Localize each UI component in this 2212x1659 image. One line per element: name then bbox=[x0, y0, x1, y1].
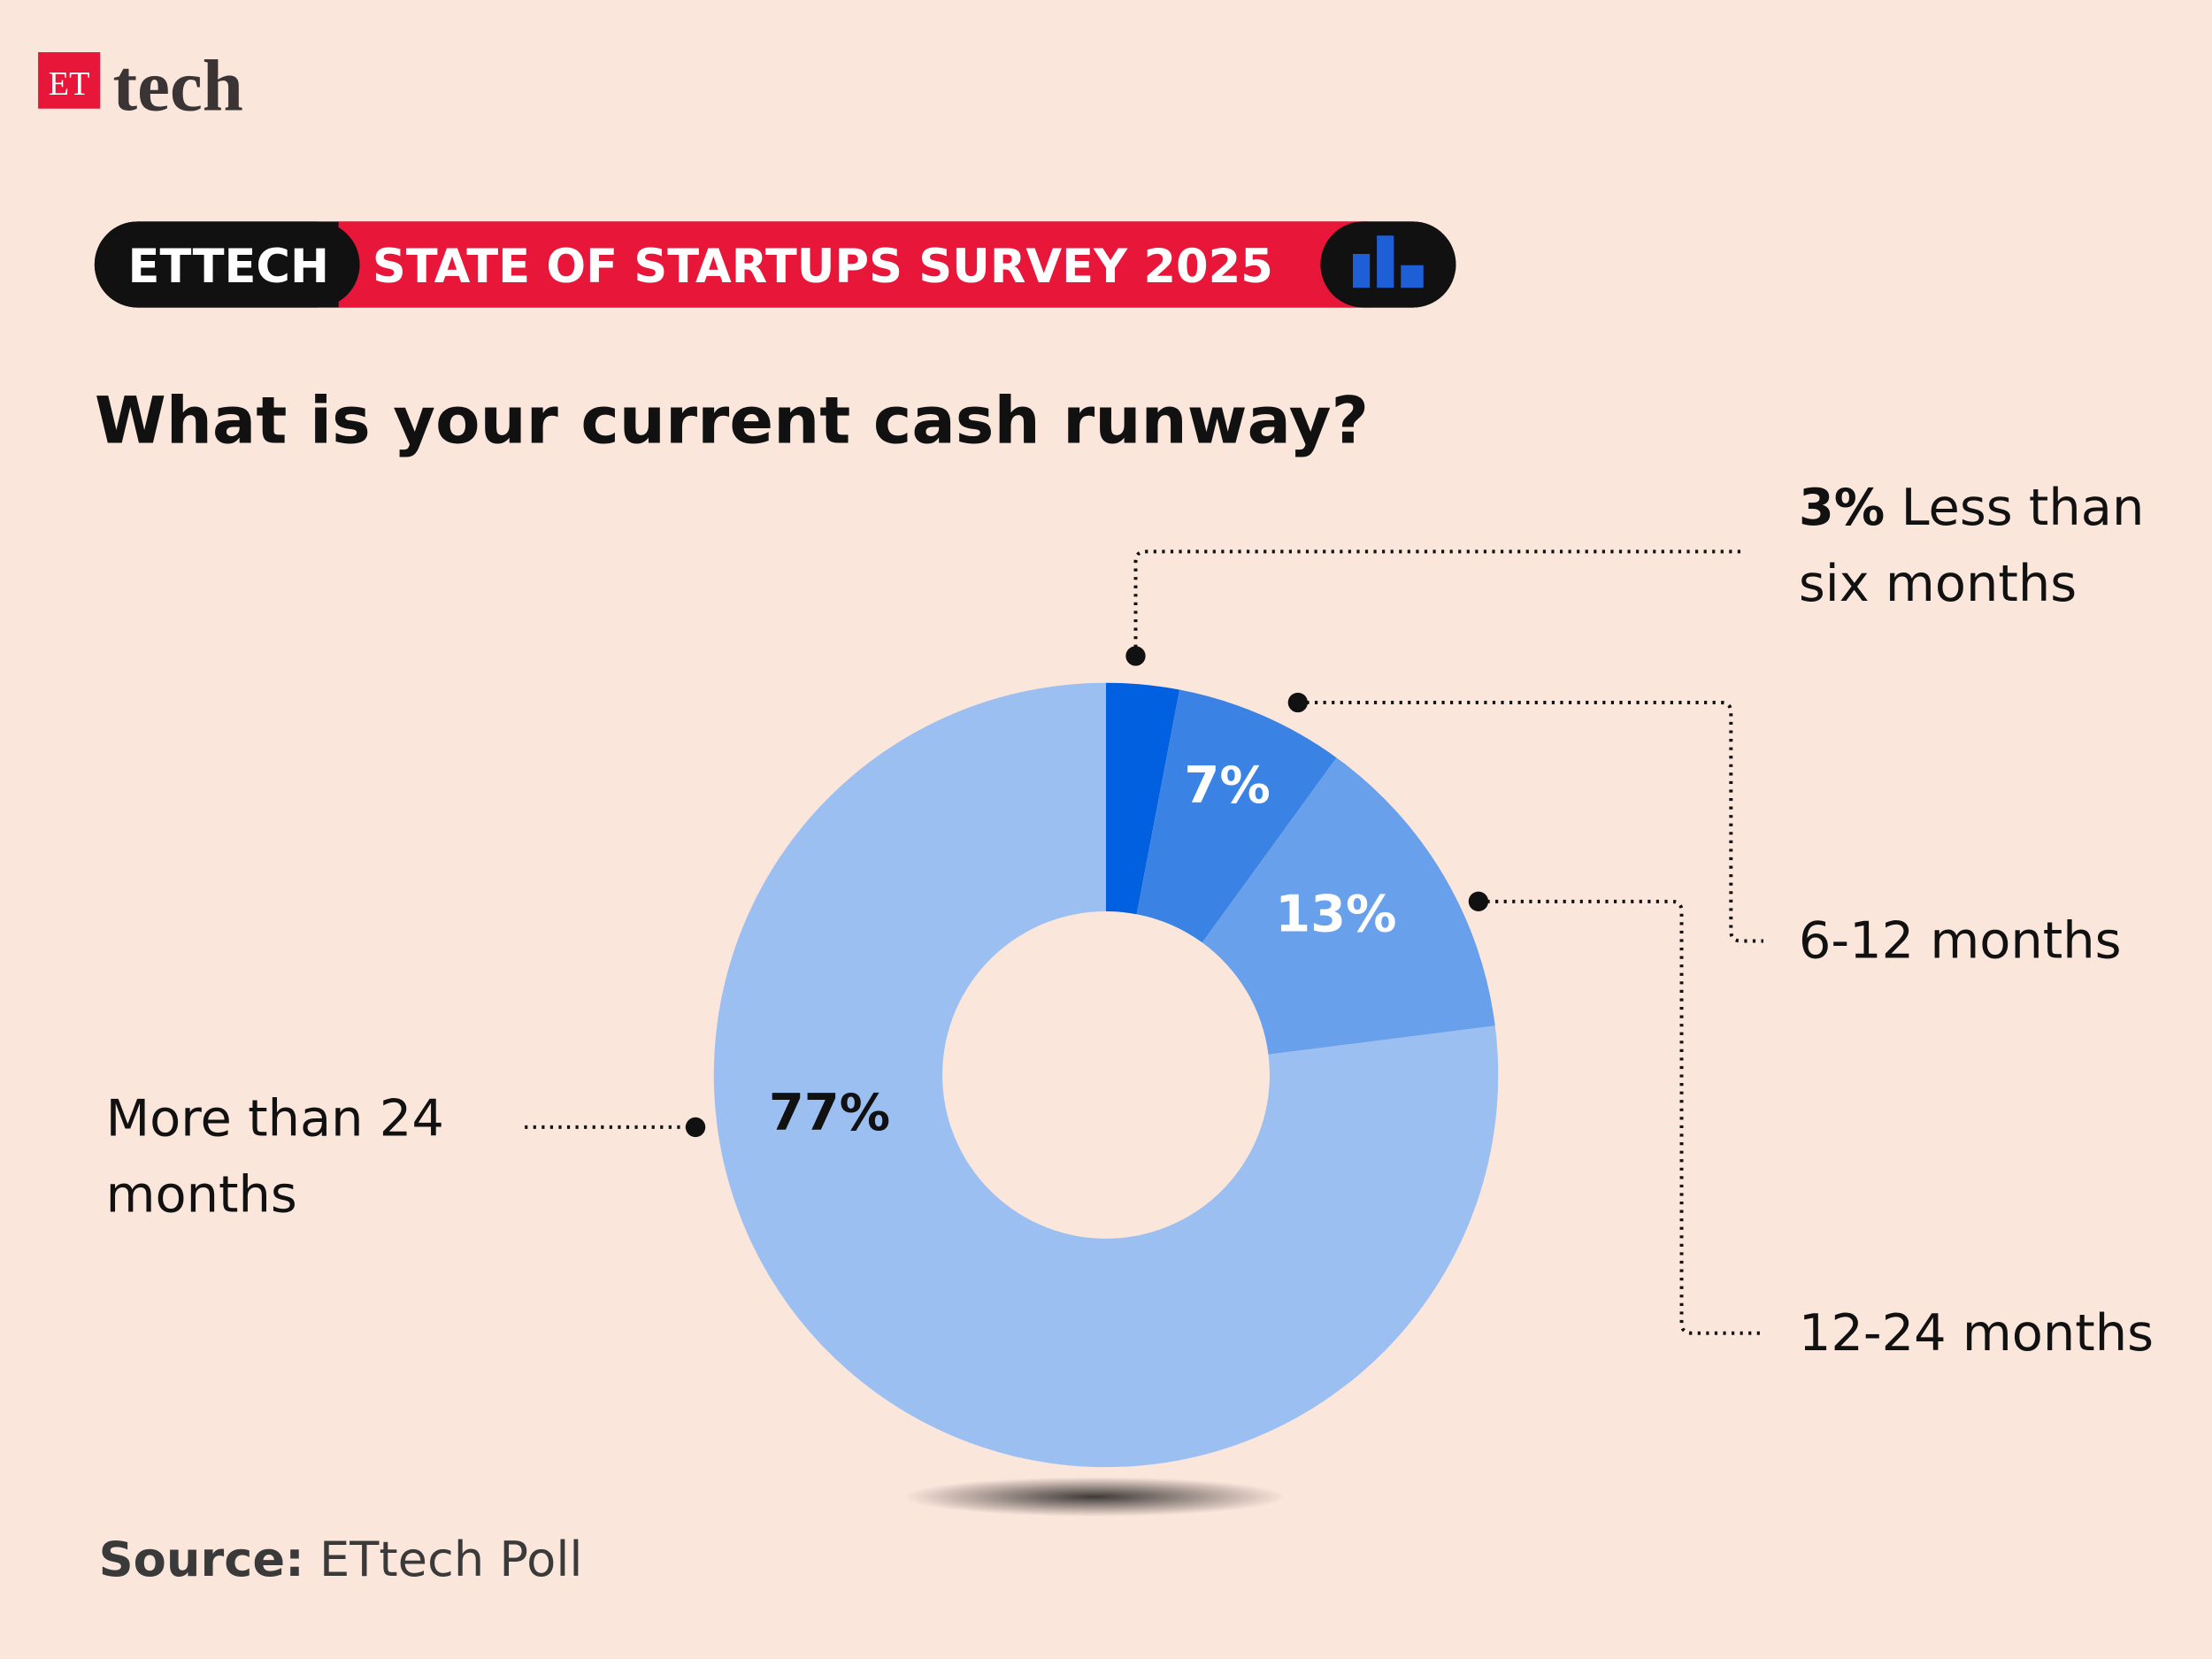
leader-line bbox=[1297, 701, 1764, 943]
category-label: More than 24 months bbox=[105, 1090, 444, 1225]
value-label: 7% bbox=[1184, 756, 1270, 815]
leader-dot bbox=[1287, 692, 1309, 713]
slice bbox=[1106, 682, 1180, 915]
slice bbox=[1202, 757, 1495, 1055]
brand-et: ET bbox=[49, 65, 90, 103]
legend-label: 3% Less than six months bbox=[1799, 472, 2179, 624]
leader-dot bbox=[1125, 646, 1146, 666]
leader-dot bbox=[685, 1117, 706, 1138]
chart-title: What is your current cash runway? bbox=[95, 384, 1369, 459]
value-label: 77% bbox=[769, 1083, 890, 1142]
category-label: Less than six months bbox=[1798, 480, 2145, 614]
category-label: 6-12 months bbox=[1798, 912, 2122, 971]
value-label: 13% bbox=[1275, 884, 1396, 943]
leader-dots bbox=[685, 646, 1489, 1138]
value-label: 3% bbox=[1798, 480, 1886, 538]
leader-line bbox=[1478, 899, 1764, 1335]
banner-left-pill bbox=[94, 221, 360, 308]
source: Source: ETtech Poll bbox=[99, 1532, 583, 1589]
slice bbox=[713, 682, 1499, 1468]
donut: 7% 13% 77% bbox=[713, 682, 1499, 1468]
leader-line bbox=[1133, 549, 1744, 657]
banner-red bbox=[338, 221, 1369, 308]
banner-right: STATE OF STARTUPS SURVEY 2025 bbox=[373, 240, 1273, 294]
category-label: 12-24 months bbox=[1798, 1304, 2154, 1363]
source-text: ETtech Poll bbox=[319, 1532, 583, 1589]
banner-left: ETTECH bbox=[128, 240, 330, 294]
source-label: Source: bbox=[98, 1532, 304, 1589]
brand-tech: tech bbox=[113, 44, 243, 126]
leaders bbox=[525, 549, 1764, 1335]
icon-bar bbox=[1401, 265, 1424, 288]
brand-logo-box bbox=[38, 51, 101, 109]
icon-bar bbox=[1377, 235, 1394, 288]
shadow bbox=[904, 1477, 1286, 1517]
slice bbox=[1136, 689, 1337, 943]
icon-bar bbox=[1353, 253, 1371, 288]
leader-dot bbox=[1468, 891, 1489, 911]
